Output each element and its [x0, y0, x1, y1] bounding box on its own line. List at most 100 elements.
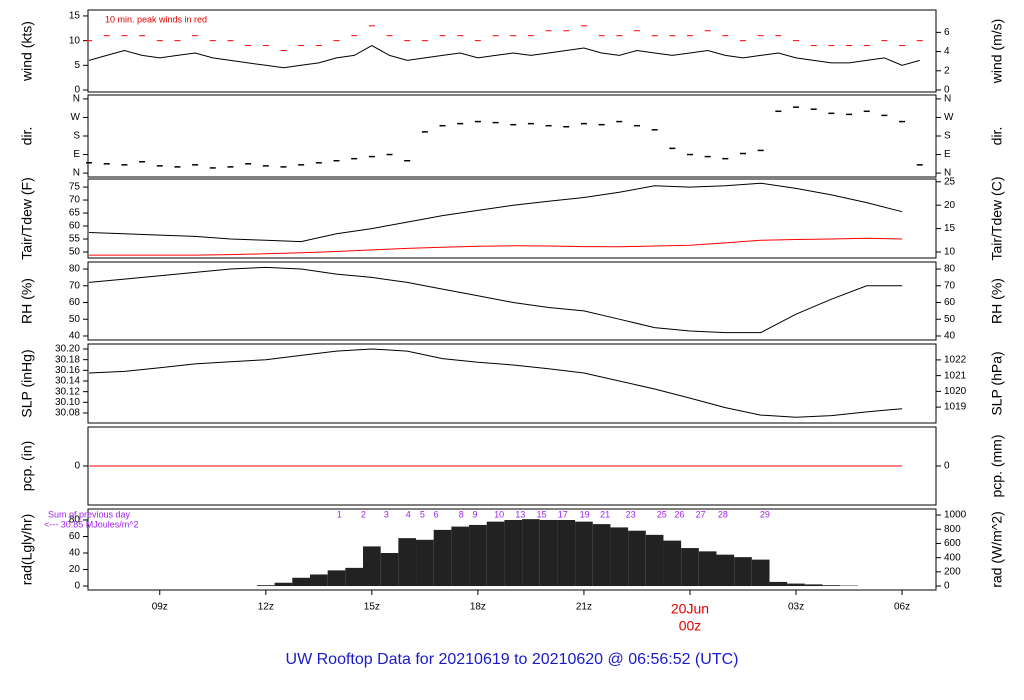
y-tick-label: 30.18	[55, 354, 80, 365]
y-tick-label: 30.12	[55, 386, 80, 397]
y2-tick-label: W	[944, 112, 954, 123]
data-line	[89, 348, 903, 418]
bar	[398, 538, 417, 587]
y-axis-label: pcp. (in)	[19, 441, 35, 492]
bar	[433, 529, 452, 587]
y-tick-label: 55	[69, 234, 81, 245]
y-axis-label: SLP (inHg)	[19, 349, 35, 417]
y-axis-label: dir.	[19, 127, 35, 146]
panel-frame	[87, 178, 937, 259]
y-tick-label: 20	[69, 564, 81, 575]
hour-marker: 4	[406, 509, 411, 519]
y-tick-label: E	[73, 149, 80, 160]
bar	[539, 519, 558, 587]
bar	[274, 582, 293, 587]
hour-marker: 5	[420, 509, 425, 519]
annotation: <--- 30.85 MJoules/m^2	[44, 519, 139, 529]
y-tick-label: 60	[69, 531, 81, 542]
bar	[628, 530, 646, 587]
data-line	[89, 266, 903, 334]
bar	[292, 577, 310, 587]
y2-tick-label: 1019	[944, 402, 967, 413]
bar	[345, 567, 364, 587]
y-tick-label: 0	[74, 461, 80, 472]
y2-tick-label: 400	[944, 552, 961, 563]
y2-axis-label: Tair/Tdew (C)	[989, 176, 1005, 260]
annotation: 10 min. peak winds in red	[105, 14, 207, 24]
x-tick-label: 09z	[152, 602, 168, 613]
y-tick-label: 40	[69, 331, 81, 342]
bar	[645, 534, 664, 587]
chart-title: UW Rooftop Data for 20210619 to 20210620…	[286, 651, 739, 668]
bar	[734, 557, 752, 587]
hour-marker: 27	[696, 509, 706, 519]
bar	[380, 553, 399, 587]
y2-tick-label: N	[944, 168, 951, 179]
y2-tick-label: 600	[944, 538, 961, 549]
y2-tick-label: 800	[944, 524, 961, 535]
y2-tick-label: 1021	[944, 370, 967, 381]
bar	[575, 521, 593, 587]
y2-tick-label: 1020	[944, 386, 967, 397]
bar	[363, 546, 381, 587]
y-tick-label: 30.14	[55, 376, 80, 387]
y-tick-label: 75	[69, 182, 81, 193]
y2-tick-label: 70	[944, 280, 956, 291]
x-tick-label: 15z	[364, 602, 380, 613]
y2-axis-label: dir.	[989, 127, 1005, 146]
y2-tick-label: 40	[944, 331, 956, 342]
data-line	[88, 45, 920, 69]
y-tick-label: W	[71, 112, 81, 123]
y2-axis-label: rad (W/m^2)	[989, 511, 1005, 588]
y-axis-label: wind (kts)	[19, 21, 35, 82]
y2-tick-label: 50	[944, 314, 956, 325]
y2-tick-label: S	[944, 131, 951, 142]
y-tick-label: 80	[69, 264, 81, 275]
hour-marker: 13	[515, 509, 525, 519]
y2-tick-label: 4	[944, 46, 950, 57]
y-tick-label: 65	[69, 208, 81, 219]
x-tick-label: 00z	[679, 618, 702, 634]
hour-marker: 26	[674, 509, 684, 519]
y-tick-label: 60	[69, 221, 81, 232]
y-tick-label: 50	[69, 247, 81, 258]
bar	[522, 519, 540, 587]
x-tick-label: 06z	[894, 602, 910, 613]
y-tick-label: N	[73, 168, 80, 179]
hour-marker: 29	[760, 509, 770, 519]
hour-marker: 9	[473, 509, 478, 519]
y-tick-label: 40	[69, 548, 81, 559]
bar	[416, 539, 434, 587]
hour-marker: 10	[494, 509, 504, 519]
y-tick-label: 60	[69, 297, 81, 308]
panel-frame	[87, 508, 937, 591]
date-label: 20Jun	[671, 601, 709, 617]
y-axis-label: rad(Lgly/hr)	[19, 514, 35, 586]
y-tick-label: 10	[69, 35, 81, 46]
y2-tick-label: 0	[944, 85, 950, 96]
hour-marker: 6	[434, 509, 439, 519]
x-tick-label: 12z	[258, 602, 274, 613]
bar	[769, 581, 788, 587]
bar	[681, 548, 699, 587]
y2-tick-label: 10	[944, 247, 956, 258]
bar	[610, 527, 629, 587]
y2-axis-label: pcp. (mm)	[989, 435, 1005, 498]
bar	[469, 524, 487, 587]
y-axis-label: Tair/Tdew (F)	[19, 177, 35, 259]
x-tick-label: 18z	[470, 602, 486, 613]
y-tick-label: 80	[69, 515, 81, 526]
y2-tick-label: 1000	[944, 510, 967, 521]
y-tick-label: 30.08	[55, 408, 80, 419]
y2-tick-label: 20	[944, 200, 956, 211]
y2-tick-label: 1022	[944, 355, 967, 366]
y2-tick-label: 15	[944, 223, 956, 234]
x-tick-label: 21z	[576, 602, 592, 613]
bar	[309, 574, 328, 587]
y-tick-label: 5	[74, 60, 80, 71]
y-tick-label: 30.10	[55, 397, 80, 408]
bar	[698, 551, 717, 587]
y2-tick-label: 25	[944, 176, 956, 187]
y-tick-label: 0	[74, 581, 80, 592]
hour-marker: 17	[558, 509, 568, 519]
